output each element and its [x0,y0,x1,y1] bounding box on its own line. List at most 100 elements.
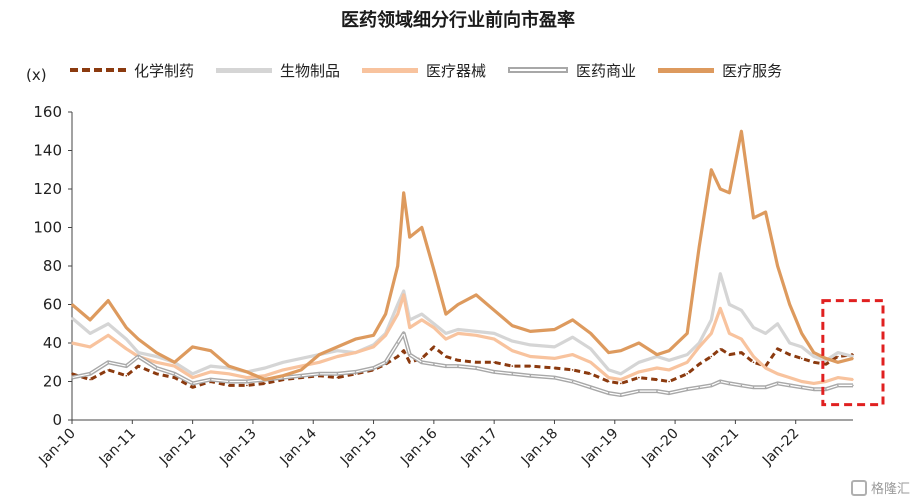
legend-item: 化学制药 [70,60,194,81]
data-point-3 [173,365,176,367]
data-point-5 [710,169,713,171]
data-point-4 [589,386,592,389]
data-point-3 [228,373,230,375]
data-point-5 [228,365,230,367]
legend-swatch [508,67,569,73]
data-point-1 [698,363,700,366]
data-point-4 [155,367,158,369]
data-point-2 [529,344,532,346]
data-point-3 [638,371,640,373]
data-point-1 [336,376,339,379]
data-point-3 [384,334,387,337]
x-tick-label: Jan-22 [759,426,802,469]
data-point-4 [433,363,435,366]
data-point-2 [571,336,574,339]
data-point-1 [825,363,827,366]
data-point-3 [318,361,321,364]
data-point-2 [107,323,109,325]
data-point-1 [752,361,755,364]
data-point-4 [173,373,176,375]
data-point-3 [511,349,514,352]
x-tick-label: Jan-12 [156,426,199,469]
data-point-5 [457,303,459,306]
data-point-2 [638,361,640,364]
data-point-2 [493,332,496,335]
data-point-5 [264,378,266,381]
data-point-4 [852,384,854,387]
data-point-2 [191,373,194,375]
data-point-2 [421,313,423,315]
data-point-1 [475,361,477,364]
data-point-1 [89,378,91,381]
data-point-5 [728,192,731,194]
x-tick-label: Jan-20 [638,426,681,469]
data-point-1 [71,373,73,375]
data-point-4 [719,380,722,383]
data-point-4 [336,373,339,375]
x-tick-label: Jan-10 [35,426,78,469]
data-point-1 [421,357,423,360]
data-point-5 [246,371,248,373]
data-point-2 [264,367,266,369]
watermark-text: 格隆汇 [870,482,910,497]
data-point-4 [728,382,731,385]
data-point-2 [719,272,722,275]
data-point-4 [607,392,610,394]
data-point-2 [475,330,477,333]
data-point-1 [740,351,743,354]
data-point-5 [719,188,722,190]
data-point-5 [776,265,779,267]
data-point-3 [740,338,743,340]
data-point-1 [776,348,779,350]
data-point-3 [607,376,610,379]
data-point-2 [396,303,399,306]
data-point-3 [475,334,477,337]
data-point-3 [813,382,815,385]
data-point-2 [764,332,767,335]
data-point-3 [89,346,91,348]
data-point-5 [402,192,405,194]
data-point-5 [813,351,815,354]
data-point-2 [125,338,128,340]
data-point-1 [813,361,815,364]
y-tick-label: 80 [43,257,62,275]
x-tick-label: Jan-21 [699,426,742,469]
x-tick-label: Jan-17 [458,426,501,469]
legend-label: 医疗器械 [426,61,487,80]
data-point-5 [445,313,447,315]
data-point-1 [396,355,399,358]
data-point-4 [191,382,194,385]
data-point-3 [396,313,399,315]
data-point-2 [457,328,459,331]
data-point-4 [529,374,532,377]
data-point-5 [571,319,574,321]
data-point-4 [553,376,556,379]
data-point-5 [71,303,73,306]
data-point-1 [264,382,266,385]
data-point-2 [433,323,435,325]
data-point-2 [553,346,556,348]
data-point-1 [686,373,688,375]
data-point-1 [553,367,556,369]
data-point-5 [155,351,158,354]
data-point-3 [282,369,284,371]
data-point-3 [300,365,303,367]
data-point-2 [710,319,713,321]
data-point-4 [686,388,688,391]
data-point-1 [638,376,640,379]
data-point-1 [511,365,514,367]
data-point-5 [553,328,556,331]
x-tick-label: Jan-16 [397,425,441,469]
data-point-1 [620,382,622,385]
data-point-5 [686,332,688,335]
data-point-5 [800,332,803,335]
data-point-4 [246,380,248,383]
data-point-1 [433,346,435,348]
data-point-4 [571,380,574,383]
data-point-1 [719,348,722,350]
data-point-2 [800,346,803,348]
data-point-4 [825,388,827,391]
data-point-3 [402,294,405,296]
data-point-2 [511,340,514,342]
data-point-5 [656,353,658,356]
